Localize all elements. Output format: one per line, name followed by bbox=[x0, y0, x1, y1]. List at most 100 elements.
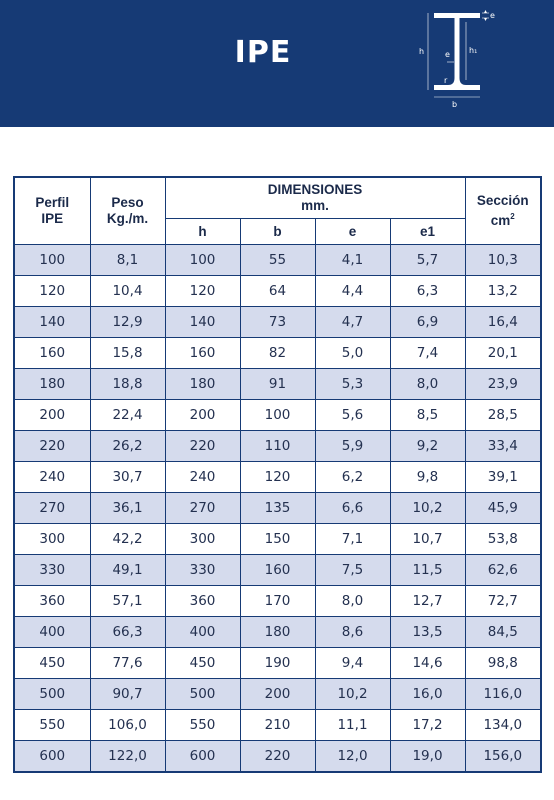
cell-b: 64 bbox=[239, 275, 316, 307]
header-dimensiones: DIMENSIONES mm. bbox=[164, 176, 466, 219]
table-row: 270 36,1 270 135 6,6 10,2 45,9 bbox=[13, 492, 542, 524]
cell-b: 82 bbox=[239, 337, 316, 369]
header-e1: e1 bbox=[389, 218, 466, 245]
cell-e1: 9,2 bbox=[389, 430, 466, 462]
cell-e1: 8,0 bbox=[389, 368, 466, 400]
cell-perfil: 140 bbox=[13, 306, 91, 338]
cell-peso: 106,0 bbox=[89, 709, 166, 741]
cell-b: 200 bbox=[239, 678, 316, 710]
cell-seccion: 156,0 bbox=[464, 740, 542, 773]
cell-seccion: 84,5 bbox=[464, 616, 542, 648]
table-row: 360 57,1 360 170 8,0 12,7 72,7 bbox=[13, 585, 542, 617]
cell-peso: 18,8 bbox=[89, 368, 166, 400]
cell-h: 180 bbox=[164, 368, 241, 400]
cell-h: 550 bbox=[164, 709, 241, 741]
cell-b: 160 bbox=[239, 554, 316, 586]
cell-e1: 16,0 bbox=[389, 678, 466, 710]
cell-seccion: 72,7 bbox=[464, 585, 542, 617]
cell-b: 210 bbox=[239, 709, 316, 741]
cell-e1: 14,6 bbox=[389, 647, 466, 679]
cell-peso: 30,7 bbox=[89, 461, 166, 493]
table-row: 120 10,4 120 64 4,4 6,3 13,2 bbox=[13, 275, 542, 307]
cell-e1: 10,7 bbox=[389, 523, 466, 555]
cell-seccion: 53,8 bbox=[464, 523, 542, 555]
cell-seccion: 16,4 bbox=[464, 306, 542, 338]
cell-peso: 10,4 bbox=[89, 275, 166, 307]
ipe-section-diagram: e h h₁ e r b bbox=[419, 10, 495, 109]
cell-b: 170 bbox=[239, 585, 316, 617]
cell-peso: 66,3 bbox=[89, 616, 166, 648]
cell-perfil: 600 bbox=[13, 740, 91, 773]
cell-seccion: 134,0 bbox=[464, 709, 542, 741]
cell-e: 10,2 bbox=[314, 678, 391, 710]
cell-peso: 57,1 bbox=[89, 585, 166, 617]
cell-peso: 22,4 bbox=[89, 399, 166, 431]
header-peso: Peso Kg./m. bbox=[89, 176, 166, 245]
cell-h: 600 bbox=[164, 740, 241, 773]
cell-peso: 122,0 bbox=[89, 740, 166, 773]
cell-e: 7,1 bbox=[314, 523, 391, 555]
cell-perfil: 200 bbox=[13, 399, 91, 431]
diagram-label-h1: h₁ bbox=[469, 46, 477, 55]
cell-e1: 9,8 bbox=[389, 461, 466, 493]
cell-e: 5,0 bbox=[314, 337, 391, 369]
diagram-label-r: r bbox=[444, 76, 448, 85]
cell-e: 9,4 bbox=[314, 647, 391, 679]
table-row: 300 42,2 300 150 7,1 10,7 53,8 bbox=[13, 523, 542, 555]
cell-perfil: 270 bbox=[13, 492, 91, 524]
header-seccion: Sección cm2 bbox=[464, 176, 542, 245]
cell-b: 220 bbox=[239, 740, 316, 773]
cell-e: 4,1 bbox=[314, 244, 391, 276]
cell-e: 6,2 bbox=[314, 461, 391, 493]
ipe-table: Perfil IPE Peso Kg./m. DIMENSIONES mm. Secc… bbox=[13, 176, 543, 773]
cell-e1: 7,4 bbox=[389, 337, 466, 369]
cell-e1: 11,5 bbox=[389, 554, 466, 586]
cell-h: 200 bbox=[164, 399, 241, 431]
cell-perfil: 160 bbox=[13, 337, 91, 369]
cell-b: 91 bbox=[239, 368, 316, 400]
cell-b: 73 bbox=[239, 306, 316, 338]
cell-e: 11,1 bbox=[314, 709, 391, 741]
cell-e: 5,9 bbox=[314, 430, 391, 462]
cell-e1: 13,5 bbox=[389, 616, 466, 648]
cell-seccion: 45,9 bbox=[464, 492, 542, 524]
cell-e1: 6,3 bbox=[389, 275, 466, 307]
header-e: e bbox=[314, 218, 391, 245]
cell-h: 330 bbox=[164, 554, 241, 586]
table-row: 100 8,1 100 55 4,1 5,7 10,3 bbox=[13, 244, 542, 276]
cell-peso: 12,9 bbox=[89, 306, 166, 338]
cell-e1: 19,0 bbox=[389, 740, 466, 773]
table-row: 220 26,2 220 110 5,9 9,2 33,4 bbox=[13, 430, 542, 462]
table-row: 200 22,4 200 100 5,6 8,5 28,5 bbox=[13, 399, 542, 431]
cell-perfil: 500 bbox=[13, 678, 91, 710]
cell-seccion: 33,4 bbox=[464, 430, 542, 462]
cell-e1: 10,2 bbox=[389, 492, 466, 524]
ipe-table-container: Perfil IPE Peso Kg./m. DIMENSIONES mm. Secc… bbox=[13, 176, 543, 773]
cell-seccion: 98,8 bbox=[464, 647, 542, 679]
cell-b: 120 bbox=[239, 461, 316, 493]
table-row: 450 77,6 450 190 9,4 14,6 98,8 bbox=[13, 647, 542, 679]
table-row: 600 122,0 600 220 12,0 19,0 156,0 bbox=[13, 740, 542, 773]
cell-perfil: 400 bbox=[13, 616, 91, 648]
diagram-label-h: h bbox=[419, 47, 424, 56]
cell-e: 8,0 bbox=[314, 585, 391, 617]
cell-h: 400 bbox=[164, 616, 241, 648]
header-banner: IPE e h h₁ e r b bbox=[0, 0, 554, 127]
cell-h: 160 bbox=[164, 337, 241, 369]
table-row: 160 15,8 160 82 5,0 7,4 20,1 bbox=[13, 337, 542, 369]
cell-seccion: 39,1 bbox=[464, 461, 542, 493]
cell-e1: 17,2 bbox=[389, 709, 466, 741]
cell-peso: 77,6 bbox=[89, 647, 166, 679]
table-row: 180 18,8 180 91 5,3 8,0 23,9 bbox=[13, 368, 542, 400]
cell-seccion: 13,2 bbox=[464, 275, 542, 307]
cell-peso: 15,8 bbox=[89, 337, 166, 369]
cell-peso: 49,1 bbox=[89, 554, 166, 586]
cell-h: 270 bbox=[164, 492, 241, 524]
cell-peso: 90,7 bbox=[89, 678, 166, 710]
cell-b: 180 bbox=[239, 616, 316, 648]
cell-e1: 8,5 bbox=[389, 399, 466, 431]
table-body: 100 8,1 100 55 4,1 5,7 10,3 120 10,4 120 64 4,4 6,3 1… bbox=[13, 244, 542, 773]
cell-b: 55 bbox=[239, 244, 316, 276]
cell-perfil: 100 bbox=[13, 244, 91, 276]
diagram-label-e: e bbox=[490, 11, 495, 20]
